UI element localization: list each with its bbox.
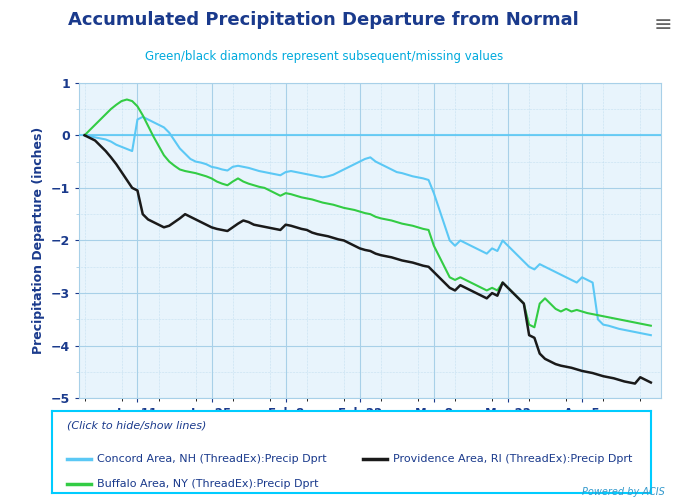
Text: (Click to hide/show lines): (Click to hide/show lines) bbox=[67, 421, 206, 431]
Y-axis label: Precipitation Departure (inches): Precipitation Departure (inches) bbox=[32, 127, 45, 354]
Text: Providence Area, RI (ThreadEx):Precip Dprt: Providence Area, RI (ThreadEx):Precip Dp… bbox=[393, 454, 633, 464]
Text: Accumulated Precipitation Departure from Normal: Accumulated Precipitation Departure from… bbox=[68, 12, 579, 30]
Text: Concord Area, NH (ThreadEx):Precip Dprt: Concord Area, NH (ThreadEx):Precip Dprt bbox=[96, 454, 327, 464]
Text: ≡: ≡ bbox=[653, 16, 672, 36]
Text: Green/black diamonds represent subsequent/missing values: Green/black diamonds represent subsequen… bbox=[145, 50, 503, 63]
Text: Buffalo Area, NY (ThreadEx):Precip Dprt: Buffalo Area, NY (ThreadEx):Precip Dprt bbox=[96, 478, 318, 488]
Text: Powered by ACIS: Powered by ACIS bbox=[582, 487, 665, 497]
